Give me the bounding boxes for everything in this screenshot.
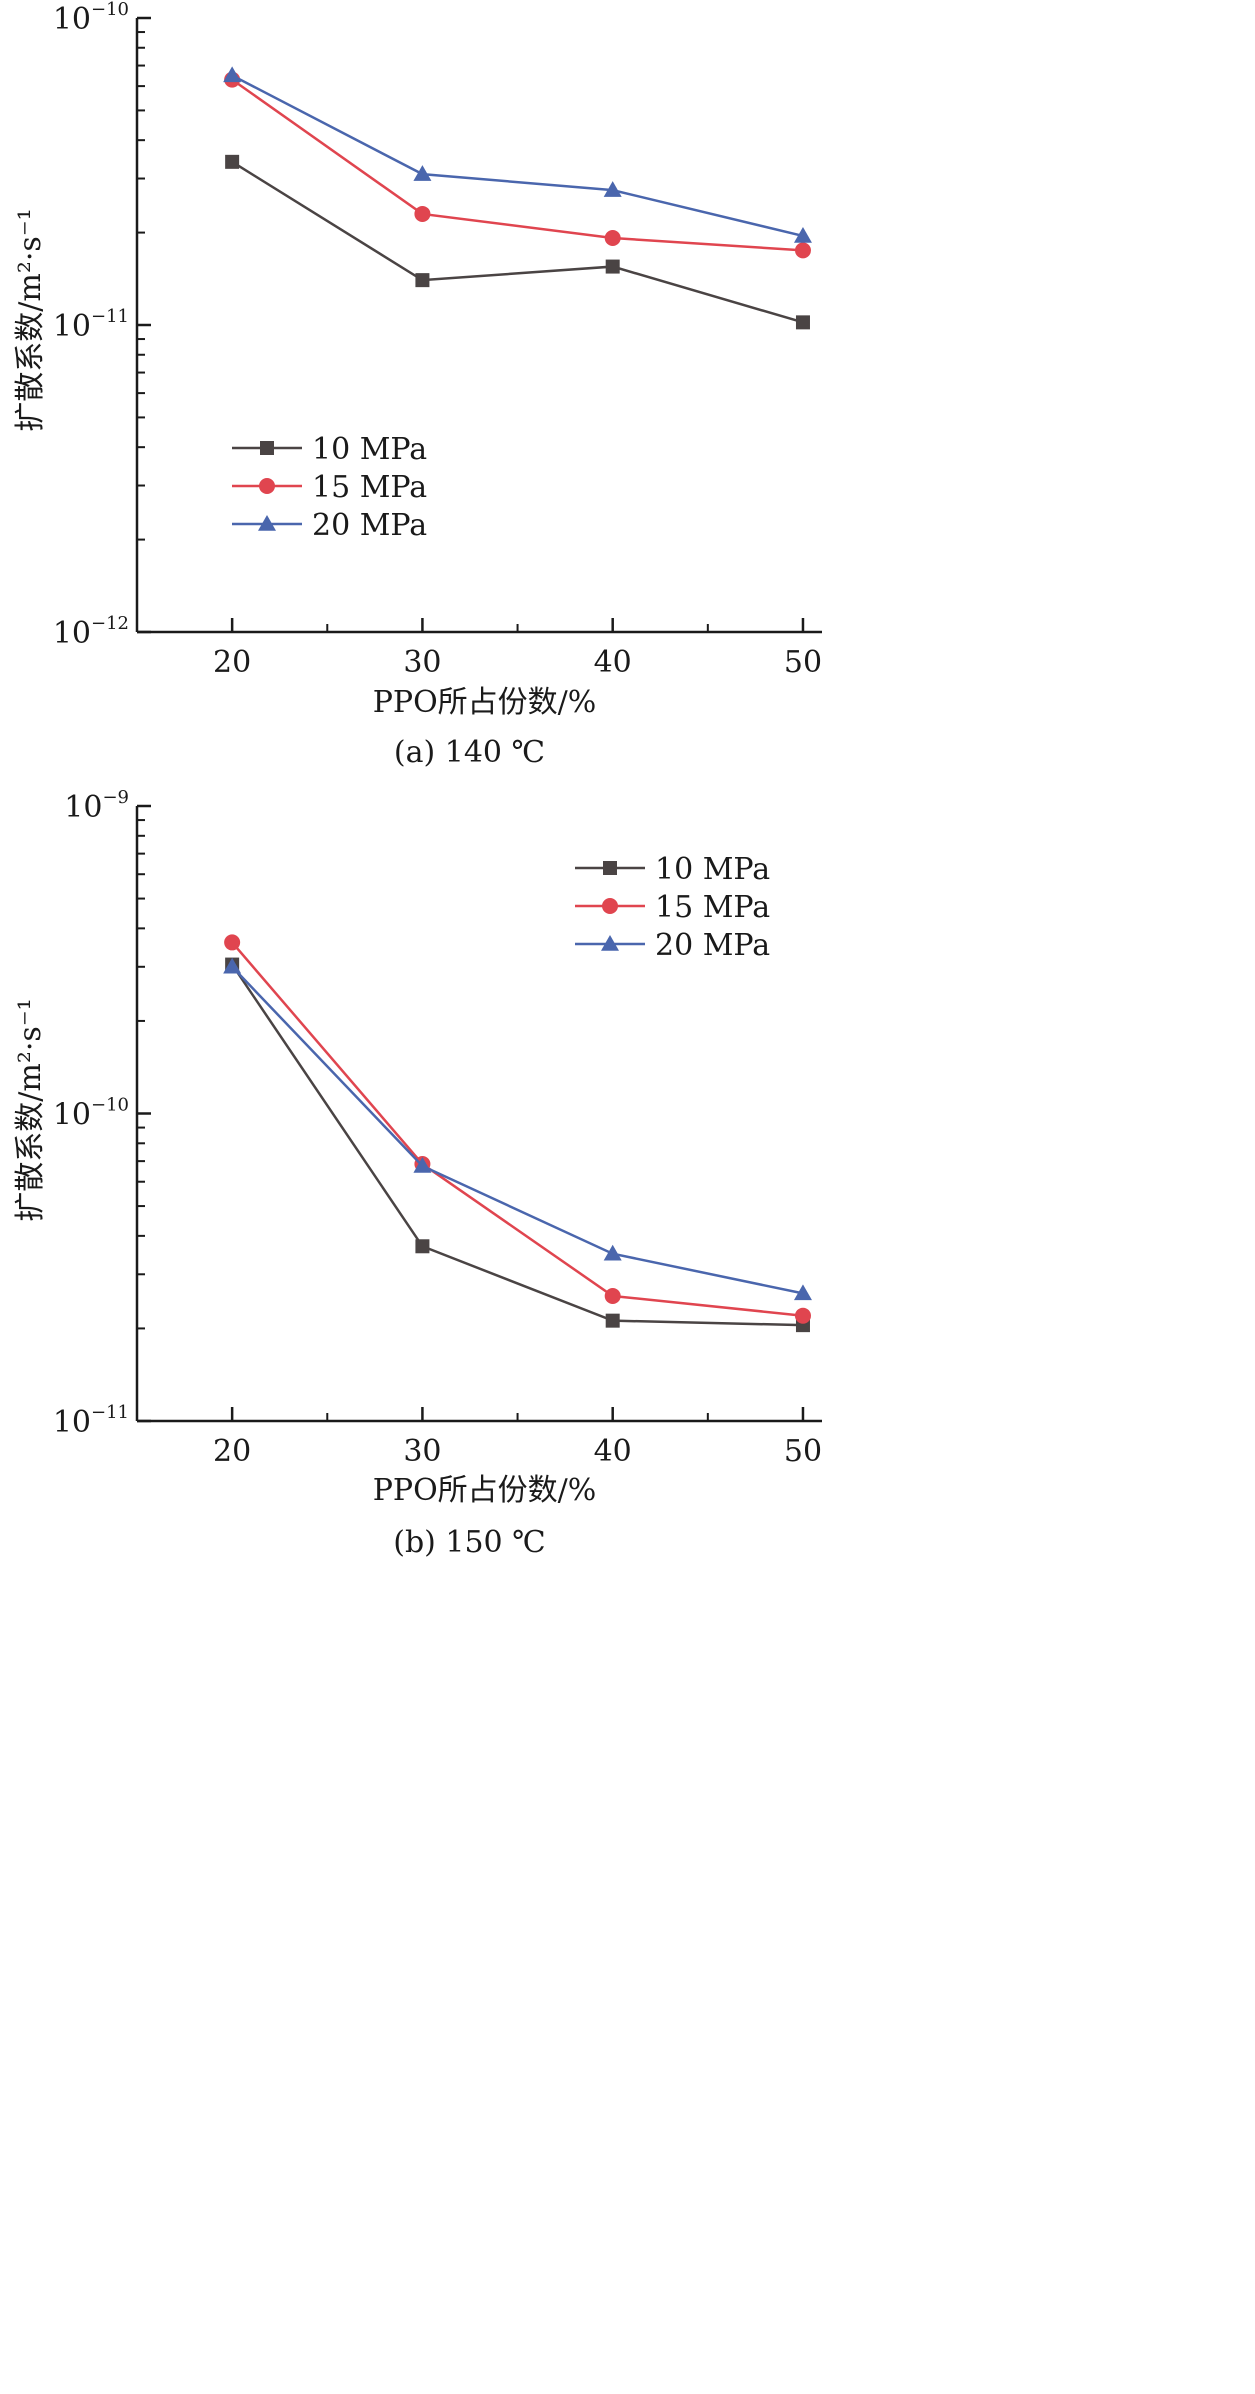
x-axis-title: PPO所占份数/% <box>373 685 597 720</box>
chart-b-150c: 10−9 10−10 10−11 20 30 40 50 PPO所占份数/% 扩散系数/m²·s… <box>13 787 822 1560</box>
chart-caption: (a) 140 ℃ <box>394 735 545 770</box>
data-point <box>604 1287 621 1304</box>
legend-label: 10 MPa <box>312 432 427 467</box>
legend-marker <box>601 935 619 951</box>
legend-marker <box>603 861 617 875</box>
x-tick-label: 40 <box>594 645 632 680</box>
series-line <box>231 78 804 252</box>
legend-label: 20 MPa <box>312 508 427 543</box>
x-tick-label: 50 <box>784 645 822 680</box>
figure: 10−10 10−11 10−12 20 30 40 50 PPO所占份数/% 扩散系数/m²·… <box>13 0 822 1560</box>
legend-label: 20 MPa <box>655 928 770 963</box>
x-tick-label: 30 <box>403 1434 441 1469</box>
series-20-mpa <box>223 66 812 243</box>
y-axis-title: 扩散系数/m²·s⁻¹ <box>13 998 48 1221</box>
data-point <box>225 154 240 169</box>
x-axis-title: PPO所占份数/% <box>373 1473 597 1508</box>
x-tick-label: 20 <box>213 645 251 680</box>
series-15-mpa <box>224 71 811 259</box>
legend-label: 15 MPa <box>655 890 770 925</box>
legend-marker <box>260 441 274 455</box>
data-point <box>413 165 432 181</box>
series-15-mpa <box>224 934 811 1324</box>
series-20-mpa <box>223 957 812 1301</box>
data-point <box>794 242 811 259</box>
data-point <box>604 230 621 247</box>
data-point <box>413 1156 432 1173</box>
data-point <box>794 1307 811 1324</box>
x-tick-label: 30 <box>403 645 441 680</box>
legend-marker <box>602 898 618 914</box>
data-point <box>793 1284 812 1301</box>
legend-label: 15 MPa <box>312 470 427 505</box>
y-tick-label: 10−10 <box>53 0 129 37</box>
y-tick-label: 10−11 <box>53 1402 129 1440</box>
series-line <box>231 941 804 1317</box>
series-line <box>231 963 804 1327</box>
series-line <box>231 74 804 238</box>
data-point <box>793 226 812 243</box>
data-point <box>414 205 431 222</box>
legend-marker <box>258 515 276 531</box>
chart-caption: (b) 150 ℃ <box>393 1525 546 1560</box>
data-point <box>224 934 241 951</box>
data-point <box>415 273 430 288</box>
x-tick-label: 50 <box>784 1434 822 1469</box>
legend-marker <box>259 478 275 494</box>
data-point <box>223 66 242 83</box>
y-tick-label: 10−11 <box>53 306 129 344</box>
chart-a-140c: 10−10 10−11 10−12 20 30 40 50 PPO所占份数/% 扩散系数/m²·… <box>13 0 822 770</box>
series-10-mpa <box>225 154 810 330</box>
series-line <box>231 965 804 1295</box>
data-point <box>795 315 810 330</box>
data-point <box>603 1244 622 1261</box>
y-axis-title: 扩散系数/m²·s⁻¹ <box>13 208 48 431</box>
data-point <box>605 259 620 274</box>
data-point <box>605 1313 620 1328</box>
y-tick-label: 10−9 <box>64 787 129 825</box>
data-point <box>415 1239 430 1254</box>
data-point <box>603 181 622 197</box>
y-tick-label: 10−10 <box>53 1095 129 1133</box>
x-tick-label: 20 <box>213 1434 251 1469</box>
data-point <box>223 957 242 974</box>
y-tick-label: 10−12 <box>53 613 129 651</box>
legend-label: 10 MPa <box>655 852 770 887</box>
x-tick-label: 40 <box>594 1434 632 1469</box>
series-line <box>231 160 804 324</box>
